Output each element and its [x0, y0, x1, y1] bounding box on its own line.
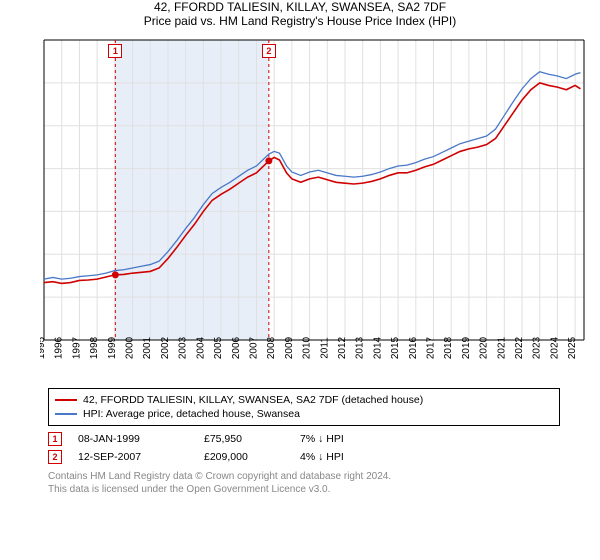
transaction-marker: 2: [48, 450, 62, 464]
event-dot: [112, 271, 119, 278]
transaction-price: £75,950: [204, 433, 284, 445]
chart-area: £0£50K£100K£150K£200K£250K£300K£350K1995…: [40, 32, 600, 382]
transaction-row: 1 08-JAN-1999 £75,950 7% ↓ HPI: [48, 430, 560, 448]
legend-item: HPI: Average price, detached house, Swan…: [55, 407, 553, 421]
event-dot: [265, 157, 272, 164]
legend-swatch: [55, 413, 77, 415]
transaction-price: £209,000: [204, 451, 284, 463]
transaction-pct: 7% ↓ HPI: [300, 433, 380, 445]
transaction-date: 08-JAN-1999: [78, 433, 188, 445]
legend-label: 42, FFORDD TALIESIN, KILLAY, SWANSEA, SA…: [83, 394, 423, 406]
transaction-date: 12-SEP-2007: [78, 451, 188, 463]
legend: 42, FFORDD TALIESIN, KILLAY, SWANSEA, SA…: [48, 388, 560, 426]
event-marker-2: 2: [262, 44, 276, 58]
transaction-row: 2 12-SEP-2007 £209,000 4% ↓ HPI: [48, 448, 560, 466]
chart-title-1: 42, FFORDD TALIESIN, KILLAY, SWANSEA, SA…: [0, 0, 600, 14]
footer-line-1: Contains HM Land Registry data © Crown c…: [48, 470, 560, 483]
legend-item: 42, FFORDD TALIESIN, KILLAY, SWANSEA, SA…: [55, 393, 553, 407]
legend-label: HPI: Average price, detached house, Swan…: [83, 408, 300, 420]
transaction-table: 1 08-JAN-1999 £75,950 7% ↓ HPI 2 12-SEP-2007 £…: [48, 430, 560, 466]
legend-swatch: [55, 399, 77, 401]
footer-line-2: This data is licensed under the Open Gov…: [48, 483, 560, 496]
transaction-pct: 4% ↓ HPI: [300, 451, 380, 463]
chart-title-2: Price paid vs. HM Land Registry's House …: [0, 14, 600, 28]
transaction-marker: 1: [48, 432, 62, 446]
event-marker-1: 1: [108, 44, 122, 58]
footer-attribution: Contains HM Land Registry data © Crown c…: [48, 470, 560, 496]
line-chart: £0£50K£100K£150K£200K£250K£300K£350K1995…: [40, 32, 600, 382]
